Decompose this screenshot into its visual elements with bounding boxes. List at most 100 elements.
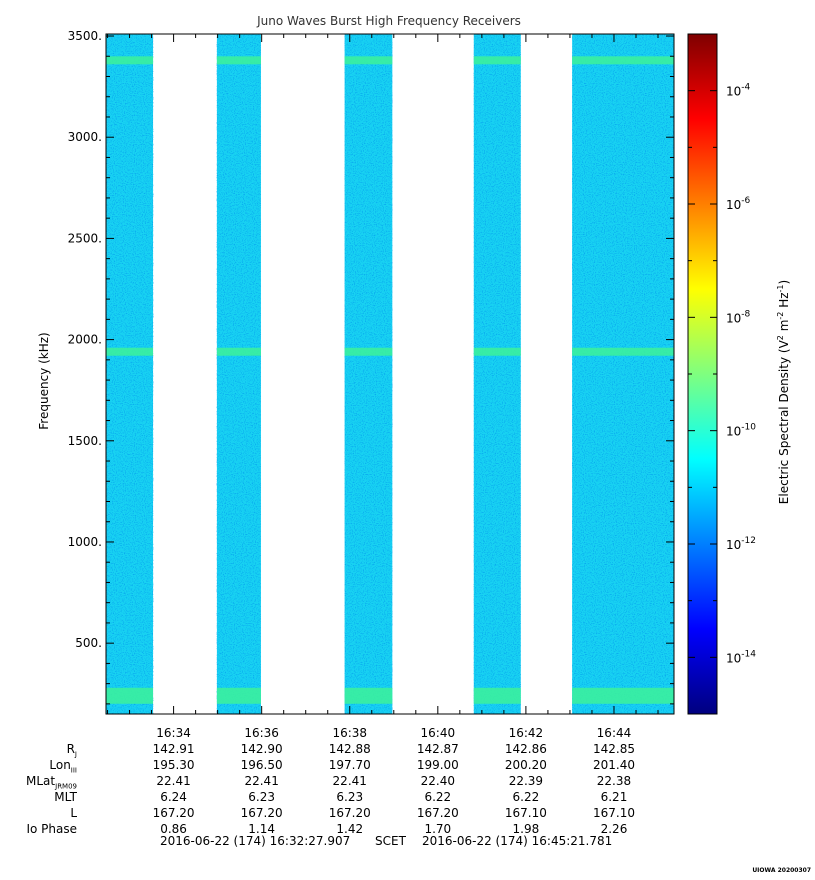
x-tick-label: 16:40	[421, 726, 456, 740]
ephemeris-label: MLatJRM09	[26, 774, 77, 791]
ephemeris-value: 142.88	[328, 742, 371, 756]
y-tick-label: 3000.	[68, 130, 102, 144]
ephemeris-value: 167.10	[504, 806, 547, 820]
ephemeris-value: 22.40	[420, 774, 455, 788]
emission-band	[216, 347, 261, 356]
colorbar-tick-label: 10-6	[726, 196, 751, 212]
ephemeris-label: LonIII	[49, 758, 77, 775]
y-tick-label: 1000.	[68, 535, 102, 549]
ephemeris-value: 6.23	[248, 790, 276, 804]
emission-band	[344, 687, 393, 704]
time-range-start: 2016-06-22 (174) 16:32:27.907	[160, 834, 351, 848]
ephemeris-value: 6.23	[336, 790, 364, 804]
ephemeris-value: 0.86	[160, 822, 187, 836]
ephemeris-label-sub: JRM09	[55, 782, 77, 791]
y-tick-label: 2000.	[68, 333, 102, 347]
footer-tag: UIOWA 20200307	[752, 867, 811, 874]
data-block	[216, 34, 261, 714]
emission-band	[344, 56, 393, 65]
data-block	[572, 34, 674, 714]
ephemeris-value: 22.41	[244, 774, 279, 788]
ephemeris-value: 1.98	[512, 822, 540, 836]
ephemeris-row: Io Phase 0.86 1.14 1.42 1.70 1.98 2.26	[0, 822, 815, 837]
ephemeris-row: RJ 142.91 142.90 142.88 142.87 142.86 142.85	[0, 742, 815, 759]
ephemeris-label: RJ	[66, 742, 77, 759]
time-range-end: 2016-06-22 (174) 16:45:21.781	[422, 834, 613, 848]
ephemeris-label: MLT	[54, 790, 77, 804]
ephemeris-row: L 167.20 167.20 167.20 167.20 167.10 167.10	[0, 806, 815, 821]
ephemeris-value: 1.42	[336, 822, 364, 836]
ephemeris-label-sub: III	[70, 766, 77, 775]
emission-band	[572, 56, 674, 65]
ephemeris-value: 1.70	[424, 822, 452, 836]
x-axis: 16:34 16:36 16:38 16:40 16:42 16:44	[107, 34, 659, 740]
x-tick-label: 16:42	[509, 726, 544, 740]
ephemeris-value: 167.20	[328, 806, 371, 820]
ephemeris-value: 199.00	[416, 758, 459, 772]
ephemeris-value: 22.39	[508, 774, 544, 788]
ephemeris-row: LonIII 195.30 196.50 197.70 199.00 200.20 201.…	[0, 758, 815, 775]
emission-band	[473, 56, 521, 65]
ephemeris-label: Io Phase	[26, 822, 77, 836]
ephemeris-value: 22.41	[332, 774, 367, 788]
emission-band	[106, 687, 154, 704]
emission-band	[106, 56, 154, 65]
emission-band	[473, 347, 521, 356]
ephemeris-value: 22.41	[156, 774, 191, 788]
y-axis-label: Frequency (kHz)	[37, 332, 51, 429]
x-tick-label: 16:36	[244, 726, 279, 740]
colorbar-label: Electric Spectral Density (V2 m-2 Hz-1)	[776, 280, 791, 504]
plot-frame	[105, 33, 675, 715]
ephemeris-label: L	[70, 806, 77, 820]
ephemeris-value: 142.90	[240, 742, 283, 756]
ephemeris-label-sub: J	[74, 750, 77, 759]
y-tick-label: 2500.	[68, 231, 102, 245]
emission-band	[572, 347, 674, 356]
x-tick-label: 16:44	[597, 726, 632, 740]
colorbar-tick-label: 10-10	[726, 423, 756, 439]
emission-band	[216, 687, 261, 704]
plot-area	[106, 34, 674, 714]
ephemeris-value: 197.70	[328, 758, 371, 772]
emission-band	[216, 56, 261, 65]
x-tick-label: 16:34	[156, 726, 191, 740]
ephemeris-value: 6.24	[160, 790, 187, 804]
x-tick-label: 16:38	[332, 726, 367, 740]
y-tick-label: 500.	[75, 636, 102, 650]
ephemeris-row: MLT 6.24 6.23 6.23 6.22 6.22 6.21	[0, 790, 815, 805]
y-axis: 500. 1000. 1500. 2000. 2500. 3000. 3500.	[68, 29, 674, 705]
ephemeris-value: 6.22	[512, 790, 540, 804]
ephemeris-value: 200.20	[504, 758, 547, 772]
ephemeris-value: 22.38	[596, 774, 632, 788]
emission-band	[473, 687, 521, 704]
ephemeris-value: 195.30	[152, 758, 195, 772]
ephemeris-value: 167.10	[592, 806, 635, 820]
emission-band	[106, 347, 154, 356]
ephemeris-value: 167.20	[240, 806, 283, 820]
ephemeris-value: 196.50	[240, 758, 283, 772]
y-tick-label: 3500.	[68, 29, 102, 43]
emission-band	[572, 687, 674, 704]
colorbar: 10-4 10-6 10-8 10-10 10-12 10-14	[687, 33, 756, 715]
time-range-frame: SCET	[375, 834, 406, 848]
ephemeris-value: 1.14	[248, 822, 276, 836]
ephemeris-value: 142.87	[416, 742, 459, 756]
ephemeris-value: 167.20	[416, 806, 459, 820]
colorbar-tick-label: 10-12	[726, 536, 756, 552]
ephemeris-value: 6.21	[600, 790, 628, 804]
ephemeris-value: 6.22	[424, 790, 452, 804]
data-block	[344, 34, 393, 714]
chart-title: Juno Waves Burst High Frequency Receiver…	[256, 14, 521, 28]
ephemeris-row: MLatJRM09 22.41 22.41 22.41 22.40 22.39 22.38	[0, 774, 815, 791]
data-block	[106, 34, 154, 714]
ephemeris-value: 167.20	[152, 806, 195, 820]
colorbar-tick-label: 10-4	[726, 83, 751, 99]
emission-band	[344, 347, 393, 356]
ephemeris-value: 201.40	[592, 758, 635, 772]
ephemeris-value: 142.85	[592, 742, 635, 756]
colorbar-tick-label: 10-8	[726, 309, 751, 325]
colorbar-scale	[687, 33, 718, 715]
ephemeris-value: 142.86	[504, 742, 547, 756]
ephemeris-value: 142.91	[152, 742, 195, 756]
